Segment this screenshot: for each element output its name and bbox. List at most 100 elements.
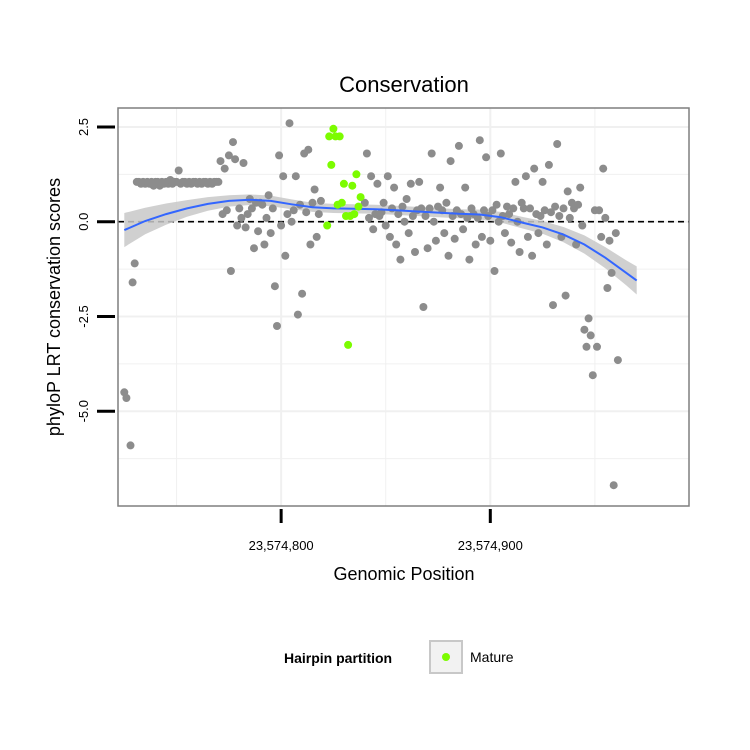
point <box>563 187 572 196</box>
point-mature <box>348 181 357 190</box>
point <box>419 303 428 311</box>
point <box>298 289 307 298</box>
point <box>526 204 534 213</box>
point <box>421 212 430 220</box>
point <box>398 202 407 211</box>
point <box>605 236 614 245</box>
point <box>534 229 543 238</box>
point <box>542 240 551 249</box>
point <box>463 213 472 222</box>
point <box>247 204 256 213</box>
point <box>586 331 595 340</box>
y-tick-label: -5.0 <box>76 400 91 422</box>
point <box>509 204 518 213</box>
point <box>429 217 438 226</box>
point-mature <box>327 160 336 169</box>
point <box>243 210 252 219</box>
point <box>486 236 495 245</box>
point <box>555 212 564 220</box>
point <box>454 141 463 150</box>
x-tick-label: 23,574,900 <box>458 538 523 553</box>
point <box>239 159 248 167</box>
point <box>383 172 392 181</box>
point <box>262 213 271 222</box>
point <box>260 240 269 249</box>
point <box>287 217 296 226</box>
point <box>220 164 229 173</box>
point <box>404 229 413 238</box>
point <box>241 223 250 232</box>
point <box>396 255 405 264</box>
point <box>423 244 432 253</box>
point <box>285 119 294 128</box>
point <box>314 210 323 219</box>
point <box>507 238 516 247</box>
point <box>609 481 618 490</box>
x-axis-ticks: 23,574,800 23,574,900 <box>249 509 523 553</box>
point <box>578 221 587 230</box>
point <box>392 240 401 249</box>
point <box>530 164 539 173</box>
point <box>442 198 451 207</box>
point <box>503 202 511 211</box>
point-mature <box>352 170 361 179</box>
legend-label-mature: Mature <box>470 649 514 665</box>
point <box>597 232 606 241</box>
point <box>266 229 275 238</box>
point <box>306 240 315 249</box>
legend-title: Hairpin partition <box>284 650 392 666</box>
point <box>492 200 501 209</box>
point <box>500 229 509 238</box>
point <box>394 210 403 219</box>
point <box>369 225 378 234</box>
point <box>450 234 459 243</box>
point-mature <box>356 193 365 202</box>
point <box>536 212 545 220</box>
point <box>465 255 474 264</box>
point <box>270 282 279 291</box>
point <box>229 138 237 147</box>
point <box>277 221 286 230</box>
point <box>595 206 604 215</box>
point <box>431 236 440 245</box>
point <box>549 301 557 310</box>
point-mature <box>335 132 344 141</box>
point <box>304 145 313 154</box>
point <box>365 213 373 222</box>
point <box>561 291 570 300</box>
point <box>281 251 290 260</box>
point <box>224 151 233 160</box>
point <box>411 248 419 256</box>
point <box>601 213 610 222</box>
point <box>258 200 267 209</box>
legend: Hairpin partition Mature <box>284 640 514 674</box>
point <box>130 259 139 268</box>
point <box>122 394 131 402</box>
point <box>547 208 555 217</box>
point <box>360 198 369 207</box>
point <box>235 204 244 213</box>
point <box>289 206 298 215</box>
legend-key-mature-dot <box>442 653 450 661</box>
point <box>515 248 524 256</box>
point <box>461 183 470 192</box>
point <box>607 268 616 277</box>
point <box>427 149 436 158</box>
plot-border <box>117 107 690 507</box>
point <box>482 153 491 162</box>
point <box>505 210 514 219</box>
point <box>128 278 137 287</box>
point <box>490 267 499 275</box>
point <box>237 213 246 222</box>
point <box>519 204 528 213</box>
point <box>613 356 622 365</box>
point <box>599 164 608 173</box>
point <box>291 172 300 181</box>
point <box>283 210 292 219</box>
point <box>406 179 415 188</box>
point <box>367 172 376 181</box>
point <box>574 200 583 209</box>
point <box>373 179 382 188</box>
point <box>126 441 135 450</box>
